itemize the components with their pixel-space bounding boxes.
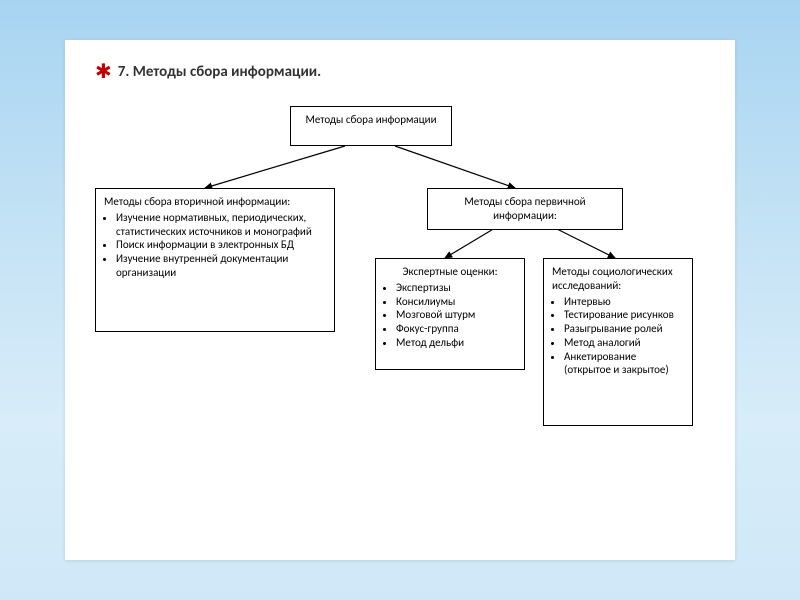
bullet-item: Тестирование рисунков [564, 308, 684, 322]
title-row: ✱ 7. Методы сбора информации. [95, 62, 735, 82]
bullet-item: Фокус-группа [396, 322, 516, 336]
node-heading: Экспертные оценки: [384, 265, 516, 279]
node-heading: Методы социологических исследований: [552, 265, 684, 293]
node-secondary: Методы сбора вторичной информации: Изучен… [95, 188, 335, 332]
bullet-item: Метод дельфи [396, 336, 516, 350]
node-root: Методы сбора информации [290, 106, 452, 146]
node-heading: Методы сбора вторичной информации: [104, 195, 326, 209]
bullet-item: Консилиумы [396, 295, 516, 309]
snowflake-icon: ✱ [95, 62, 112, 82]
slide-title: 7. Методы сбора информации. [118, 63, 321, 81]
bullet-item: Метод аналогий [564, 336, 684, 350]
bullet-item: Интервью [564, 295, 684, 309]
bullet-item: Разыгрывание ролей [564, 322, 684, 336]
bullet-item: Поиск информации в электронных БД [116, 238, 326, 252]
edge-0 [205, 146, 345, 188]
bullet-item: Экспертизы [396, 281, 516, 295]
node-bullets: ИнтервьюТестирование рисунковРазыгрывани… [552, 295, 684, 378]
node-heading: Методы сбора первичной информации: [436, 195, 614, 223]
content-panel: ✱ 7. Методы сбора информации. Методы сбо… [65, 40, 735, 560]
node-socio: Методы социологических исследований:Инте… [543, 258, 693, 426]
slide: ✱ 7. Методы сбора информации. Методы сбо… [0, 0, 800, 600]
bullet-item: Анкетирование (открытое и закрытое) [564, 350, 684, 378]
bullet-item: Изучение нормативных, периодических, ста… [116, 211, 326, 239]
node-bullets: ЭкспертизыКонсилиумыМозговой штурмФокус-… [384, 281, 516, 350]
node-primary: Методы сбора первичной информации: [427, 188, 623, 230]
bullet-item: Изучение внутренней документации организ… [116, 252, 326, 280]
node-expert: Экспертные оценки: ЭкспертизыКонсилиумыМо… [375, 258, 525, 370]
edge-1 [395, 146, 515, 188]
edge-2 [445, 228, 495, 258]
node-bullets: Изучение нормативных, периодических, ста… [104, 211, 326, 280]
edge-3 [555, 228, 615, 258]
bullet-item: Мозговой штурм [396, 308, 516, 322]
